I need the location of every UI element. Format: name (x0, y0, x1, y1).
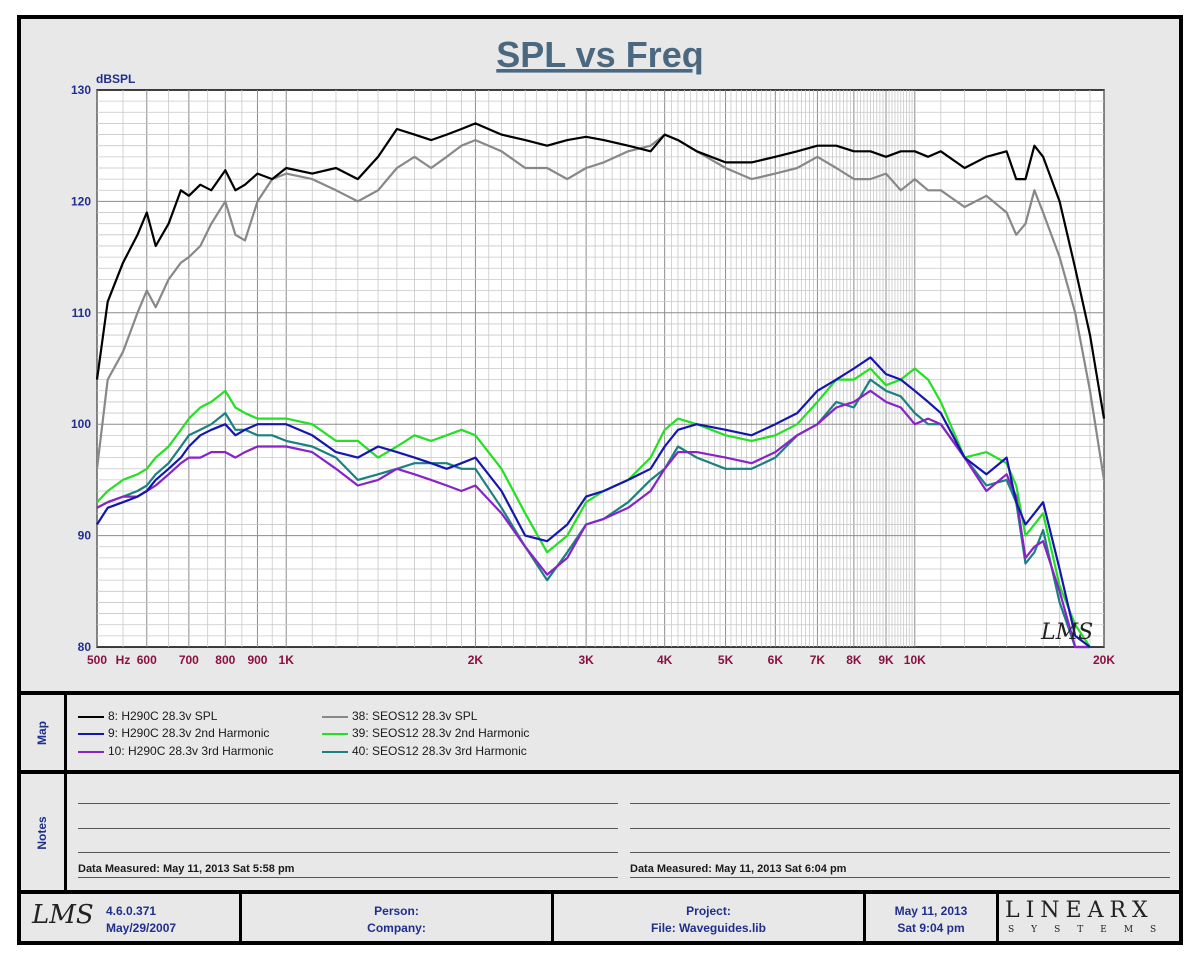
legend-text: 8: H290C 28.3v SPL (108, 709, 218, 723)
x-tick-label: 5K (718, 653, 734, 667)
x-tick-label: 2K (468, 653, 484, 667)
x-tick-labels: 500 Hz 600 700 800 900 1K 2K 3K 4K 5K 6K 7K 8K 9K 10K 20… (87, 653, 1115, 667)
footer-divider (239, 894, 242, 941)
y-tick-label: 120 (71, 194, 91, 208)
legend-item: 39: SEOS12 28.3v 2nd Harmonic (322, 726, 529, 740)
x-tick-label: 4K (657, 653, 673, 667)
note-line (78, 803, 618, 804)
legend-item: 8: H290C 28.3v SPL (78, 709, 217, 723)
measured-left: Data Measured: May 11, 2013 Sat 5:58 pm (78, 863, 295, 875)
x-tick-label: 9K (878, 653, 894, 667)
note-line (630, 803, 1170, 804)
x-tick-label: Hz (116, 653, 131, 667)
version-date: May/29/2007 (106, 921, 177, 935)
legend-swatch (322, 732, 348, 735)
legend-swatch (78, 715, 104, 718)
series-line-5 (96, 389, 1090, 649)
x-tick-label: 600 (137, 653, 157, 667)
y-tick-labels: 80 90 100 110 120 130 (71, 83, 91, 654)
report-time: Sat 9:04 pm (897, 921, 965, 935)
footer-divider (551, 894, 554, 941)
x-tick-label: 800 (215, 653, 235, 667)
legend-text: 10: H290C 28.3v 3rd Harmonic (108, 744, 274, 758)
legend-swatch (78, 750, 104, 753)
note-line (78, 828, 618, 829)
footer-divider (996, 894, 999, 941)
note-line (630, 828, 1170, 829)
series-group (95, 122, 1106, 649)
legend-swatch (322, 750, 348, 753)
project-label: Project: (686, 904, 731, 918)
series-line-4 (96, 367, 1091, 648)
map-label: Map (35, 721, 49, 745)
company-label: Company: (367, 921, 426, 935)
x-tick-label: 3K (578, 653, 594, 667)
lms-watermark: LMS (1040, 620, 1093, 645)
divider-footer (17, 890, 1183, 894)
x-tick-label: 10K (904, 653, 926, 667)
legend-text: 40: SEOS12 28.3v 3rd Harmonic (352, 744, 527, 758)
x-tick-label: 8K (846, 653, 862, 667)
legend-item: 38: SEOS12 28.3v SPL (322, 709, 477, 723)
legend-text: 38: SEOS12 28.3v SPL (352, 709, 478, 723)
file-label: File: Waveguides.lib (651, 921, 766, 935)
chart-title: SPL vs Freq (496, 34, 703, 75)
divider-map (17, 691, 1183, 695)
legend-item: 10: H290C 28.3v 3rd Harmonic (78, 744, 273, 758)
legend-item: 9: H290C 28.3v 2nd Harmonic (78, 726, 269, 740)
x-tick-label: 500 (87, 653, 107, 667)
y-axis-label: dBSPL (96, 72, 135, 86)
linearx-sub: SYSTEMS (1008, 925, 1174, 935)
map-divider (64, 695, 67, 770)
report-date: May 11, 2013 (894, 904, 968, 918)
x-tick-label: 700 (179, 653, 199, 667)
y-tick-label: 80 (78, 640, 92, 654)
x-tick-label: 7K (810, 653, 826, 667)
footer-divider (863, 894, 866, 941)
series-line-1 (95, 122, 1106, 419)
y-tick-label: 90 (78, 529, 92, 543)
note-line (630, 877, 1170, 878)
note-line (630, 852, 1170, 853)
person-label: Person: (374, 904, 419, 918)
note-line (78, 877, 618, 878)
y-tick-label: 110 (72, 306, 92, 320)
legend-swatch (78, 732, 104, 735)
note-line (78, 852, 618, 853)
linearx-logo: LINEARX (1005, 898, 1154, 923)
y-tick-label: 100 (71, 417, 91, 431)
legend-text: 39: SEOS12 28.3v 2nd Harmonic (352, 726, 530, 740)
notes-label: Notes (35, 816, 49, 850)
x-tick-label: 6K (768, 653, 784, 667)
notes-divider (64, 774, 67, 890)
lms-logo: LMS (32, 900, 94, 930)
y-tick-label: 130 (71, 83, 91, 97)
measured-right: Data Measured: May 11, 2013 Sat 6:04 pm (630, 863, 847, 875)
legend-text: 9: H290C 28.3v 2nd Harmonic (108, 726, 270, 740)
series-line-2 (95, 133, 1106, 481)
series-line-3 (96, 356, 1091, 648)
version: 4.6.0.371 (106, 904, 157, 918)
x-tick-label: 1K (279, 653, 295, 667)
x-tick-label: 20K (1093, 653, 1115, 667)
legend-item: 40: SEOS12 28.3v 3rd Harmonic (322, 744, 527, 758)
x-tick-label: 900 (247, 653, 267, 667)
legend-swatch (322, 715, 348, 718)
spl-chart: SPL vs Freq dBSPL 80 90 100 110 120 130 500 Hz… (71, 34, 1115, 667)
divider-notes (17, 770, 1183, 774)
